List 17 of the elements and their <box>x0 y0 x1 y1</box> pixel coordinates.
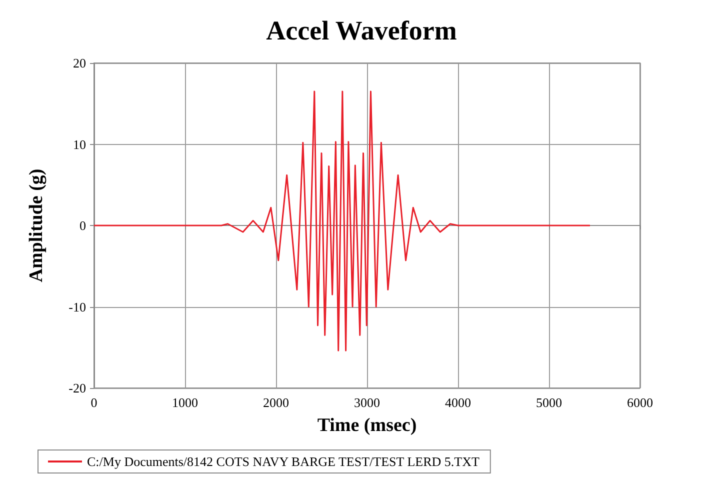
x-tick-label: 3000 <box>354 395 380 410</box>
x-tick-label: 4000 <box>445 395 471 410</box>
y-tick-label: 10 <box>73 136 86 152</box>
x-tick-label: 6000 <box>627 395 653 410</box>
y-tick-label: -10 <box>68 299 86 314</box>
x-tick-label: 2000 <box>263 395 289 410</box>
y-tick-label: -20 <box>68 380 86 396</box>
legend-label: C:/My Documents/8142 COTS NAVY BARGE TEST/TEST LERD 5.TXT <box>87 454 480 469</box>
line-series <box>93 90 591 352</box>
y-tick-label: 20 <box>73 56 86 70</box>
x-tick-label: 5000 <box>536 395 562 410</box>
x-axis-title: Time (msec) <box>317 415 417 436</box>
chart-title: Accel Waveform <box>266 16 458 46</box>
x-tick-label: 1000 <box>172 395 198 410</box>
x-tick-label: 0 <box>90 395 98 410</box>
y-tick-label: 0 <box>80 218 86 233</box>
y-axis-title: Amplitude (g) <box>26 168 47 282</box>
